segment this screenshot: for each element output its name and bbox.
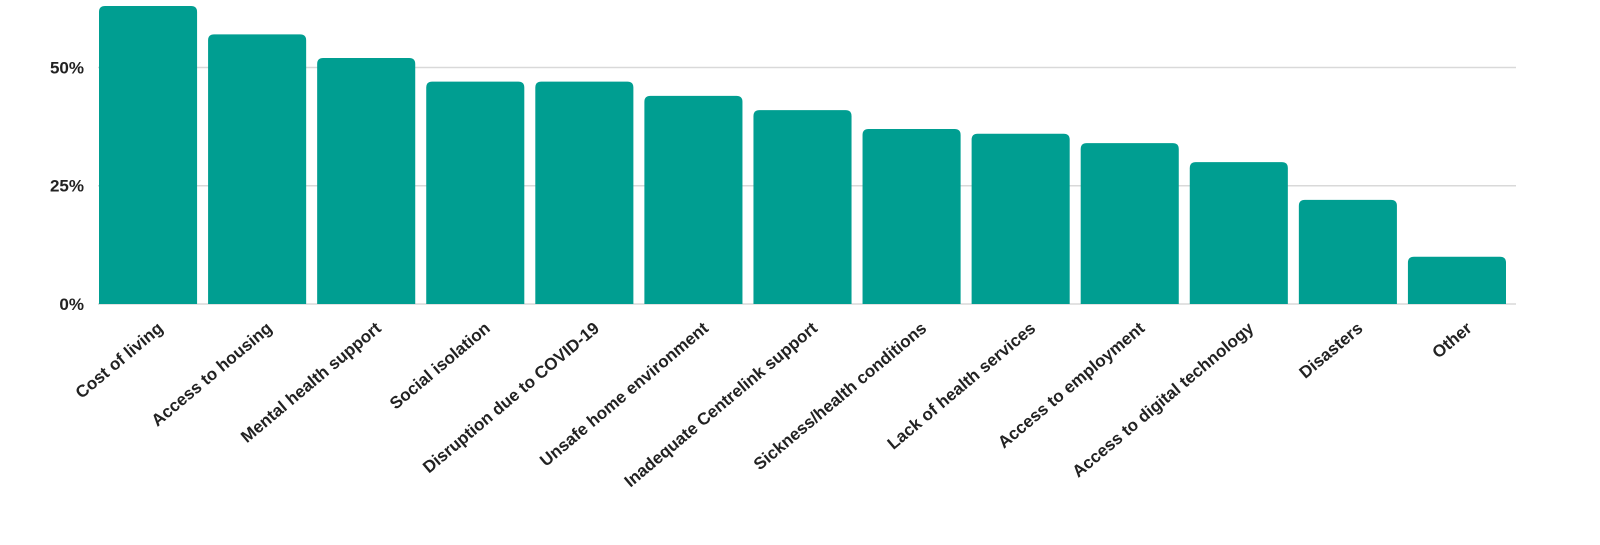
bar [644,95,743,304]
x-tick-label: Other [1429,318,1476,362]
x-tick-label: Disasters [1296,319,1367,383]
x-tick-label: Social isolation [386,319,494,414]
bar [426,81,525,304]
bar [862,128,961,304]
y-tick-label: 50% [50,58,84,77]
x-tick-label: Disruption due to COVID-19 [419,319,603,477]
x-tick-label: Access to digital technology [1069,318,1258,481]
bar [317,58,416,305]
y-axis-ticks: 0% 25% 50% [50,58,84,314]
bar [971,133,1070,304]
bar [1080,143,1179,304]
y-tick-label: 0% [59,295,84,314]
x-tick-label: Sickness/health conditions [750,319,930,474]
x-tick-label: Inadequate Centrelink support [621,318,822,491]
bar [208,34,307,304]
bar [535,81,634,304]
bar [99,6,198,304]
bar [1189,162,1288,304]
bar [1407,256,1506,304]
bar [753,110,852,304]
x-tick-label: Cost of living [72,319,167,403]
x-tick-label: Access to housing [148,319,276,431]
bars [99,6,1506,305]
bar [1298,199,1397,304]
y-tick-label: 25% [50,177,84,196]
